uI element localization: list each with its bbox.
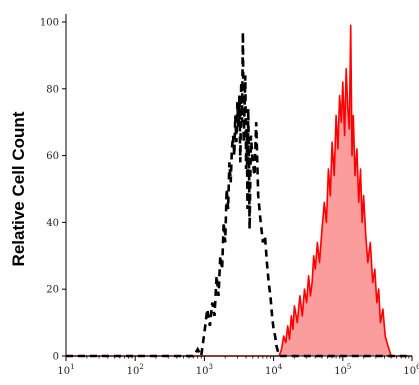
axes [65,14,412,357]
plot-area [66,24,412,361]
y-tick-label: 40 [46,218,59,229]
series-1-area [66,25,412,357]
y-tick-label: 0 [53,352,59,363]
y-tick-label: 60 [46,151,59,162]
x-ticks: 101 102 103 104 105 106 [57,356,419,377]
x-tick-label: 101 [57,363,74,377]
series-0-line [66,31,412,361]
y-ticks: 0 20 40 60 80 100 [40,18,66,363]
series-1-line [66,24,412,357]
x-tick-label: 104 [265,363,283,377]
x-tick-label: 103 [196,363,213,377]
x-tick-label: 102 [127,363,144,377]
x-tick-label: 105 [334,363,351,377]
y-tick-label: 100 [40,18,59,29]
y-tick-label: 80 [46,84,59,95]
y-axis-label: Relative Cell Count [9,111,28,266]
y-tick-label: 20 [46,285,59,296]
x-tick-label: 106 [403,363,419,377]
